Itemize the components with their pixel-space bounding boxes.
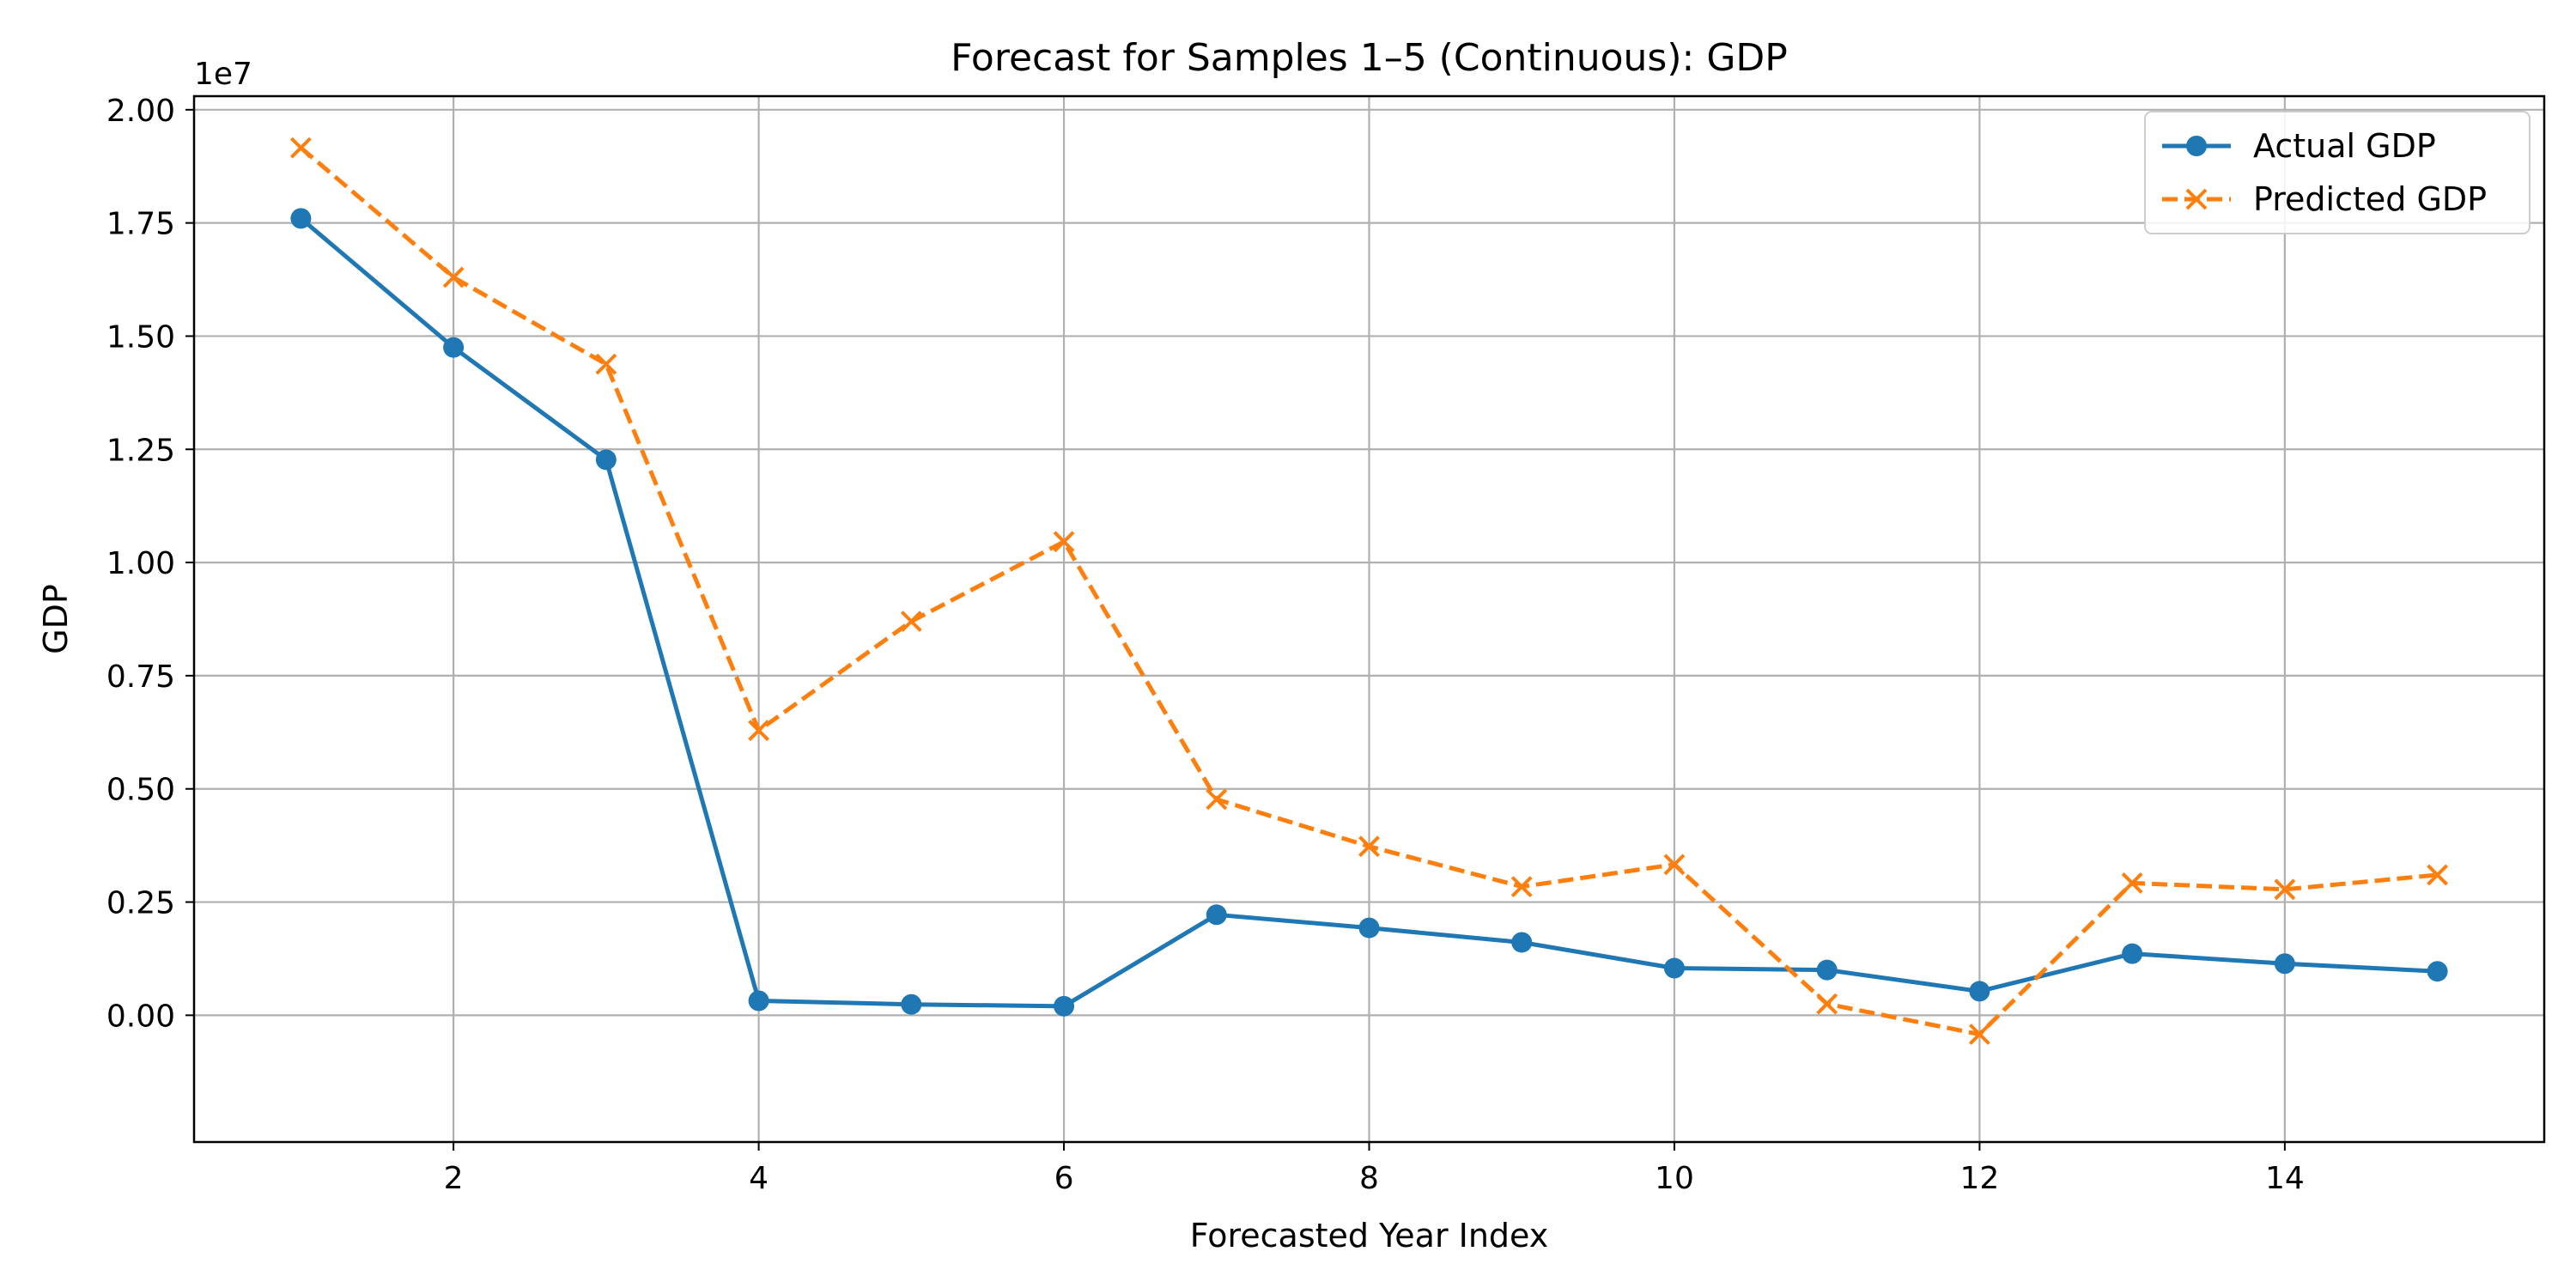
data-point — [1816, 959, 1838, 981]
y-tick-label: 0.50 — [106, 773, 175, 808]
data-point — [1511, 932, 1533, 953]
x-tick-label: 2 — [444, 1161, 464, 1196]
chart-title: Forecast for Samples 1–5 (Continuous): G… — [951, 36, 1788, 80]
data-point — [1206, 788, 1228, 811]
y-tick-label: 1.50 — [106, 319, 175, 355]
legend-item: Predicted GDP — [2162, 180, 2487, 218]
series-layer — [289, 137, 2449, 1045]
data-point — [1968, 1024, 1990, 1045]
data-point — [1206, 904, 1227, 926]
y-tick-label: 1.75 — [106, 207, 175, 242]
legend-box — [2144, 111, 2530, 234]
x-axis-ticks: 2 4 6 8 10 12 14 — [444, 1142, 2305, 1196]
data-point — [443, 337, 465, 358]
y-tick-label: 0.25 — [106, 886, 175, 921]
legend-item: Actual GDP — [2162, 127, 2436, 165]
x-tick-label: 8 — [1359, 1161, 1379, 1196]
y-tick-label: 0.75 — [106, 659, 175, 695]
y-tick-label: 1.25 — [106, 433, 175, 468]
y-axis-label: GDP — [37, 584, 75, 654]
series-actual-gdp — [290, 208, 2448, 1017]
data-point — [1053, 531, 1075, 553]
data-point — [1663, 957, 1685, 979]
data-point — [1969, 981, 1990, 1002]
x-tick-label: 6 — [1054, 1161, 1074, 1196]
data-point — [290, 208, 312, 229]
x-axis-label: Forecasted Year Index — [1190, 1217, 1549, 1255]
x-tick-label: 4 — [749, 1161, 769, 1196]
data-point — [1816, 993, 1838, 1015]
data-point — [2274, 878, 2296, 901]
data-point — [900, 611, 922, 633]
legend-label: Predicted GDP — [2253, 180, 2487, 218]
data-point — [901, 993, 922, 1015]
data-point — [1663, 854, 1686, 876]
data-point — [289, 137, 312, 159]
data-point — [2427, 864, 2449, 886]
x-tick-label: 14 — [2265, 1161, 2305, 1196]
y-axis-offset-label: 1e7 — [194, 57, 252, 92]
data-point — [2427, 961, 2448, 982]
data-point — [595, 353, 617, 375]
legend-marker — [2186, 136, 2207, 156]
data-point — [1054, 995, 1075, 1017]
data-point — [1358, 835, 1380, 858]
data-point — [748, 720, 770, 742]
data-point — [2121, 872, 2143, 894]
series-predicted-gdp — [289, 137, 2449, 1045]
data-point — [2274, 953, 2295, 975]
data-point — [595, 449, 617, 471]
y-tick-label: 0.00 — [106, 999, 175, 1034]
grid — [194, 96, 2544, 1142]
y-tick-label: 1.00 — [106, 546, 175, 581]
legend-label: Actual GDP — [2253, 127, 2436, 165]
legend: Actual GDP Predicted GDP — [2144, 111, 2530, 234]
data-point — [748, 990, 769, 1012]
x-tick-label: 10 — [1655, 1161, 1694, 1196]
y-axis-ticks: 0.00 0.25 0.50 0.75 1.00 1.25 1.50 1.75 2.00 — [106, 94, 194, 1034]
x-tick-label: 12 — [1960, 1161, 2000, 1196]
data-point — [2122, 943, 2143, 964]
data-point — [442, 266, 465, 289]
data-point — [1510, 876, 1533, 898]
data-point — [1358, 917, 1380, 939]
y-tick-label: 2.00 — [106, 94, 175, 129]
legend-marker — [2185, 188, 2208, 210]
